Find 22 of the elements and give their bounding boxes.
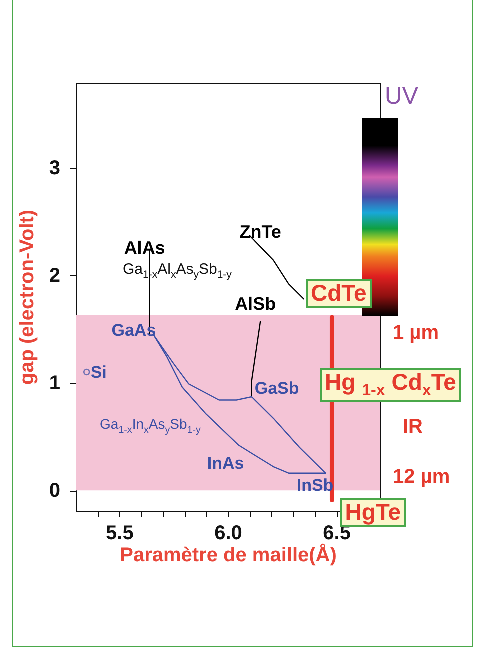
x-tick-label: 5.5 bbox=[106, 522, 134, 544]
text: IR bbox=[403, 416, 423, 438]
x-tick-label: 6.0 bbox=[214, 522, 242, 544]
annotation: Hg $_{1-x}$ Cd$_{x}$Te bbox=[320, 368, 462, 402]
y-axis-title: gap (electron-Volt) bbox=[16, 210, 38, 386]
annotation: Si bbox=[90, 362, 107, 382]
annotation: ZnTe bbox=[240, 222, 282, 242]
annotation: InAs bbox=[207, 454, 244, 474]
annotation: AlSb bbox=[235, 294, 276, 314]
y-tick-label: 0 bbox=[49, 480, 60, 502]
annotation: AlAs bbox=[124, 238, 166, 258]
text: UV bbox=[385, 83, 418, 110]
annotation: HgTe bbox=[340, 498, 406, 527]
x-axis-title: Paramètre de maille(Å) bbox=[120, 544, 337, 566]
annotation: CdTe bbox=[306, 278, 372, 308]
annotation: Ga$_{1-x}$In$_{x}$As$_{y}$Sb$_{1-y}$ bbox=[100, 416, 201, 436]
y-tick-label: 1 bbox=[49, 372, 60, 395]
annotation: GaSb bbox=[254, 379, 300, 398]
text: 1 µm bbox=[393, 322, 439, 344]
y-tick-label: 2 bbox=[49, 264, 60, 287]
text: 12 µm bbox=[393, 466, 450, 488]
y-tick-label: 3 bbox=[49, 157, 60, 180]
